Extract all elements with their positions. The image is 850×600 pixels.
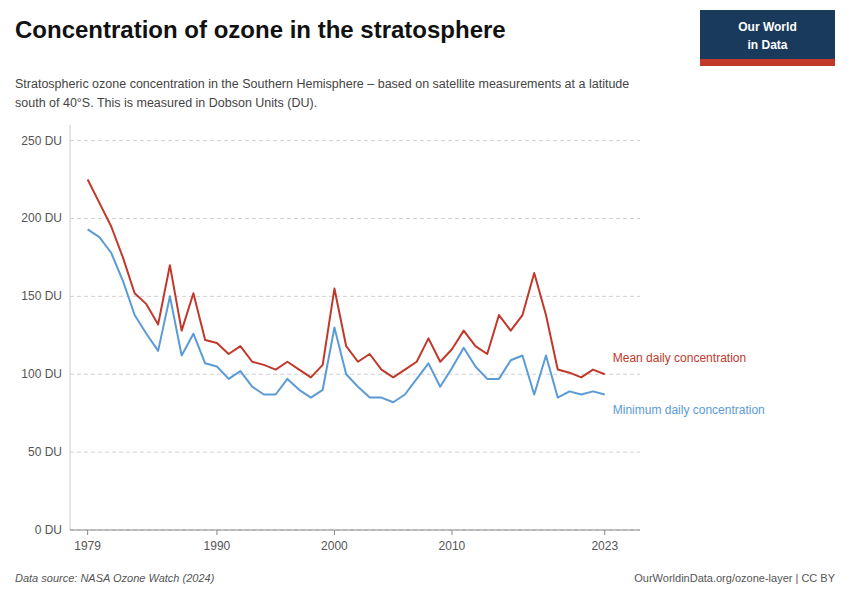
x-tick — [604, 530, 605, 535]
y-tick-label: 50 DU — [28, 445, 62, 459]
y-tick-label: 100 DU — [21, 367, 62, 381]
logo-stripe — [700, 59, 835, 66]
x-tick — [87, 530, 88, 535]
x-tick-label: 2023 — [591, 539, 618, 553]
series-label: Minimum daily concentration — [613, 403, 765, 417]
logo-box — [700, 10, 835, 66]
y-tick-label: 200 DU — [21, 211, 62, 225]
x-tick — [216, 530, 217, 535]
series-line — [88, 229, 605, 402]
y-tick-label: 150 DU — [21, 289, 62, 303]
y-axis: 0 DU 50 DU 100 DU 150 DU 200 DU 250 DU — [21, 125, 640, 537]
grid-line — [70, 140, 640, 141]
url: OurWorldinData.org/ozone-layer | CC BY — [634, 572, 835, 584]
grid-line — [70, 296, 640, 297]
grid-line — [70, 452, 640, 453]
subtitle-line: south of 40°S. This is measured in Dobso… — [15, 96, 317, 110]
lines — [88, 180, 605, 403]
grid-line — [70, 530, 640, 531]
y-tick-label: 0 DU — [35, 523, 62, 537]
grid-line — [70, 374, 640, 375]
x-tick — [451, 530, 452, 535]
y-tick-label: 250 DU — [21, 134, 62, 148]
x-axis: 1979 1990 2000 2010 2023 — [70, 530, 640, 553]
logo-text: in Data — [747, 38, 787, 52]
source: Data source: NASA Ozone Watch (2024) — [15, 572, 215, 584]
grid-line — [70, 218, 640, 219]
x-tick-label: 1979 — [74, 539, 101, 553]
x-axis-line — [70, 530, 640, 531]
logo-text: Our World — [738, 20, 796, 34]
logo: Our World in Data — [700, 10, 835, 66]
x-tick-label: 2010 — [439, 539, 466, 553]
x-tick-label: 2000 — [321, 539, 348, 553]
series-label: Mean daily concentration — [613, 351, 746, 365]
title: Concentration of ozone in the stratosphe… — [15, 16, 506, 43]
x-tick — [334, 530, 335, 535]
subtitle-line: Stratospheric ozone concentration in the… — [15, 77, 629, 91]
chart: Concentration of ozone in the stratosphe… — [0, 0, 850, 600]
y-axis-line — [70, 125, 71, 530]
line-labels: Mean daily concentration Minimum daily co… — [613, 351, 765, 417]
series-line — [88, 180, 605, 378]
subtitle: Stratospheric ozone concentration in the… — [15, 77, 629, 110]
x-tick-label: 1990 — [204, 539, 231, 553]
